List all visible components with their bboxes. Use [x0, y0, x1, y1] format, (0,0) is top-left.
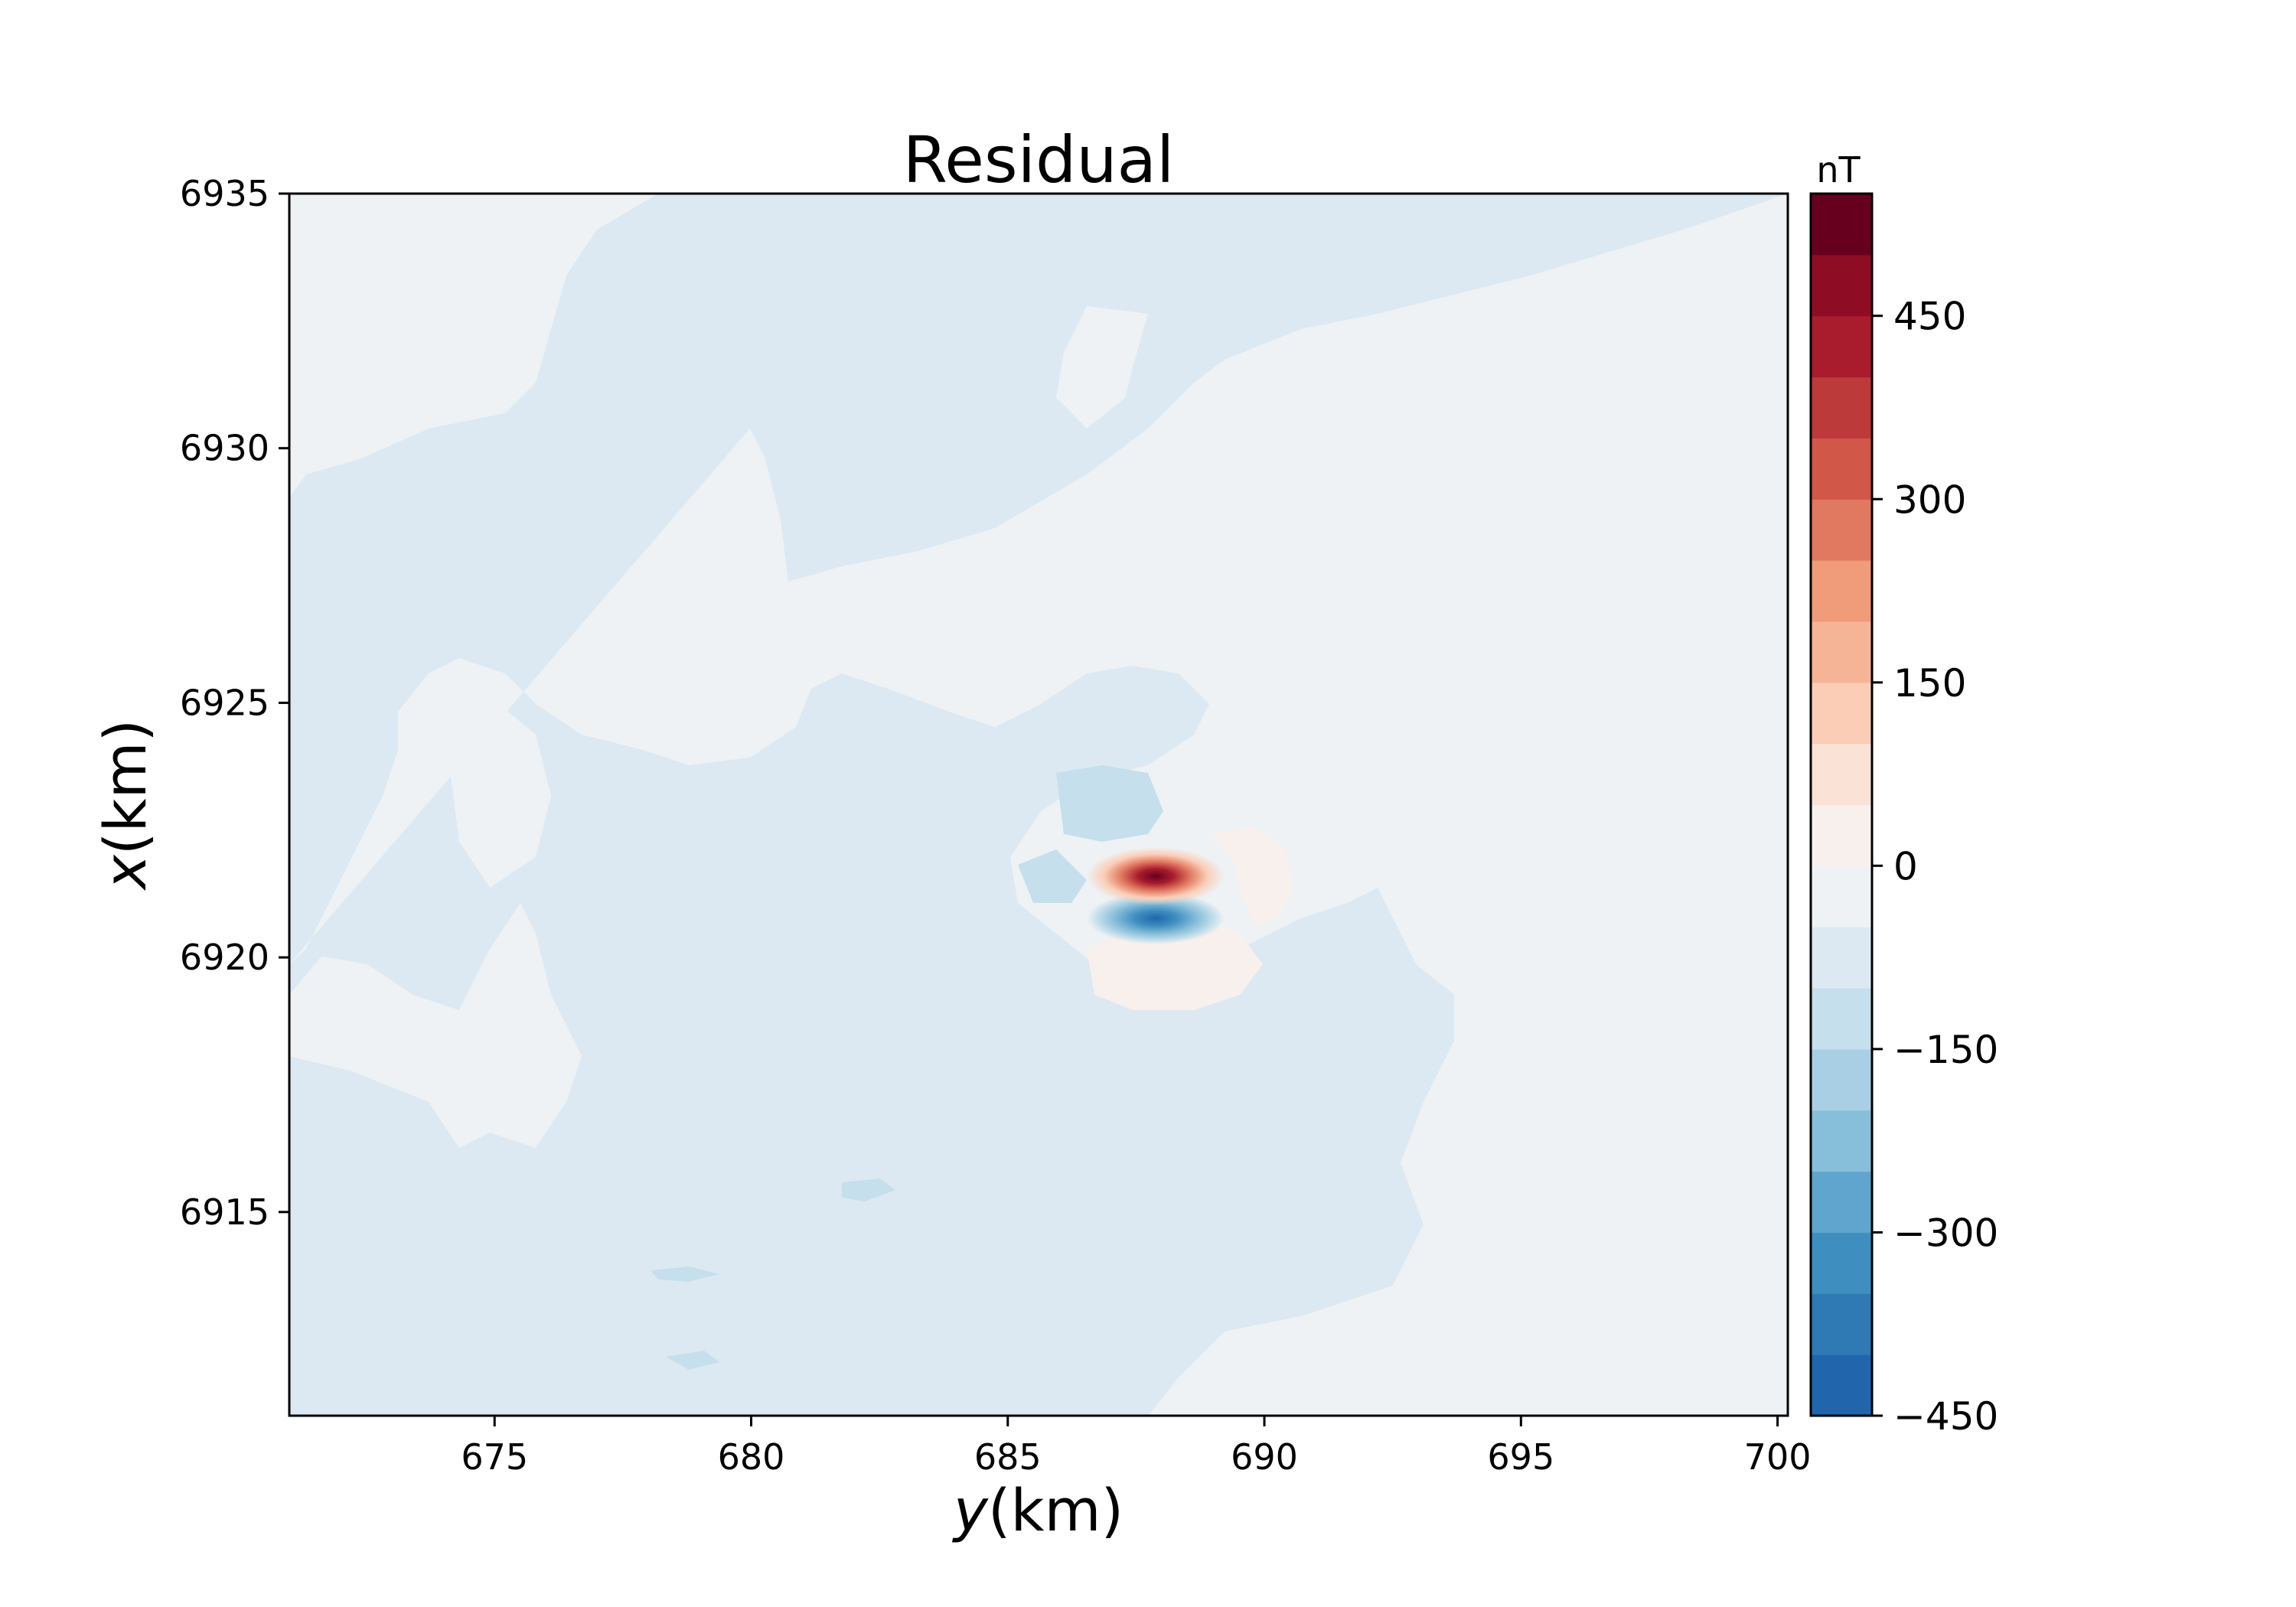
- colorbar-tick-label: 0: [1893, 844, 1918, 888]
- colorbar-segment: [1811, 865, 1872, 927]
- colorbar-segment: [1811, 1293, 1872, 1355]
- colorbar-tick-label: −150: [1893, 1028, 1998, 1072]
- colorbar-segment: [1811, 560, 1872, 622]
- x-tick-label: 700: [1744, 1436, 1812, 1478]
- y-tick-label: 6935: [180, 173, 269, 214]
- colorbar-segment: [1811, 1171, 1872, 1234]
- near-zero-region: [1056, 306, 1148, 429]
- negative-peak: [1087, 892, 1225, 944]
- colorbar-tick-label: 150: [1893, 661, 1966, 706]
- y-tick-label: 6920: [180, 937, 269, 978]
- y-tick-label: 6915: [180, 1191, 269, 1233]
- colorbar-segment: [1811, 376, 1872, 438]
- x-tick-label: 695: [1487, 1436, 1554, 1478]
- negative-patch: [842, 1178, 895, 1201]
- colorbar-segment: [1811, 194, 1872, 256]
- colorbar-segment: [1811, 743, 1872, 806]
- colorbar-segment: [1811, 499, 1872, 561]
- colorbar-segment: [1811, 1110, 1872, 1172]
- near-zero-region: [436, 696, 551, 888]
- positive-peak: [1087, 847, 1225, 905]
- colorbar-segment: [1811, 254, 1872, 317]
- near-zero-region: [289, 903, 582, 1148]
- colorbar-segment: [1811, 438, 1872, 500]
- y-axis-title: x(km): [91, 719, 159, 891]
- negative-patch: [666, 1351, 719, 1370]
- x-axis-title: y(km): [952, 1476, 1124, 1544]
- colorbar-segment: [1811, 804, 1872, 866]
- colorbar-tick-label: 300: [1893, 478, 1966, 522]
- negative-halo: [1056, 765, 1163, 842]
- colorbar-tick-label: 450: [1893, 295, 1966, 339]
- y-axis: 6915 6920 6925 6930 6935: [180, 173, 289, 1233]
- plot-frame: [288, 192, 1789, 1417]
- near-zero-region: [289, 194, 658, 497]
- y-tick-label: 6930: [180, 428, 269, 469]
- negative-halo: [1018, 849, 1087, 903]
- colorbar-frame: [1809, 192, 1874, 1417]
- colorbar-tick-label: −450: [1893, 1394, 1998, 1439]
- weak-positive-halo: [1209, 826, 1293, 926]
- colorbar-segment: [1811, 682, 1872, 745]
- near-zero-region: [289, 194, 1788, 1416]
- x-tick-label: 690: [1231, 1436, 1298, 1478]
- plot-title: Residual: [903, 122, 1175, 197]
- colorbar-segment: [1811, 315, 1872, 378]
- x-tick-label: 685: [974, 1436, 1042, 1478]
- colorbar-segment: [1811, 927, 1872, 989]
- colorbar-segment: [1811, 1232, 1872, 1294]
- heatmap-field: [289, 194, 1788, 1416]
- colorbar-segment: [1811, 621, 1872, 683]
- colorbar: −450 −300 −150 0 150 300 450: [1809, 192, 1998, 1439]
- x-tick-label: 680: [718, 1436, 785, 1478]
- colorbar-segment: [1811, 988, 1872, 1050]
- colorbar-tick-label: −300: [1893, 1211, 1998, 1255]
- x-axis: 675 680 685 690 695 700: [461, 1416, 1811, 1478]
- colorbar-segment: [1811, 1354, 1872, 1416]
- colorbar-segment: [1811, 1048, 1872, 1111]
- x-tick-label: 675: [461, 1436, 528, 1478]
- negative-patch: [651, 1266, 719, 1282]
- colorbar-unit: nT: [1816, 149, 1861, 191]
- y-tick-label: 6925: [180, 682, 269, 723]
